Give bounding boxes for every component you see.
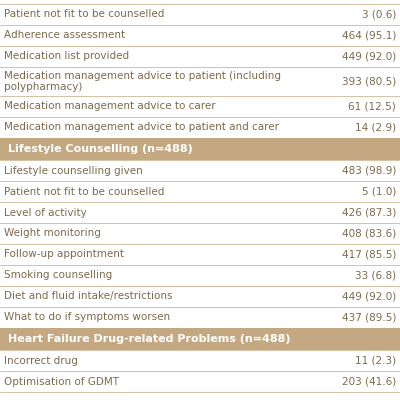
Text: 449 (92.0): 449 (92.0): [342, 52, 396, 62]
Text: 426 (87.3): 426 (87.3): [342, 208, 396, 218]
Text: 11 (2.3): 11 (2.3): [355, 356, 396, 366]
Text: Heart Failure Drug-related Problems (n=488): Heart Failure Drug-related Problems (n=4…: [8, 334, 290, 344]
Text: Weight monitoring: Weight monitoring: [4, 228, 101, 238]
Text: Adherence assessment: Adherence assessment: [4, 30, 125, 40]
Text: 408 (83.6): 408 (83.6): [342, 228, 396, 238]
Text: 449 (92.0): 449 (92.0): [342, 292, 396, 302]
Text: 393 (80.5): 393 (80.5): [342, 76, 396, 86]
Text: Lifestyle counselling given: Lifestyle counselling given: [4, 166, 143, 176]
Text: 33 (6.8): 33 (6.8): [355, 270, 396, 280]
Text: Optimisation of GDMT: Optimisation of GDMT: [4, 376, 119, 386]
Text: Lifestyle Counselling (n=488): Lifestyle Counselling (n=488): [8, 144, 193, 154]
Text: What to do if symptoms worsen: What to do if symptoms worsen: [4, 312, 170, 322]
Text: Patient not fit to be counselled: Patient not fit to be counselled: [4, 10, 164, 20]
Text: Patient not fit to be counselled: Patient not fit to be counselled: [4, 186, 164, 196]
Text: Medication management advice to patient (including
polypharmacy): Medication management advice to patient …: [4, 71, 281, 92]
Text: 464 (95.1): 464 (95.1): [342, 30, 396, 40]
Text: 483 (98.9): 483 (98.9): [342, 166, 396, 176]
Text: 3 (0.6): 3 (0.6): [362, 10, 396, 20]
Text: 5 (1.0): 5 (1.0): [362, 186, 396, 196]
Text: Follow-up appointment: Follow-up appointment: [4, 250, 124, 260]
Text: Medication management advice to patient and carer: Medication management advice to patient …: [4, 122, 279, 132]
FancyBboxPatch shape: [0, 328, 400, 350]
Text: Level of activity: Level of activity: [4, 208, 87, 218]
Text: 417 (85.5): 417 (85.5): [342, 250, 396, 260]
Text: Medication list provided: Medication list provided: [4, 52, 129, 62]
Text: Medication management advice to carer: Medication management advice to carer: [4, 102, 216, 112]
FancyBboxPatch shape: [0, 138, 400, 160]
Text: 14 (2.9): 14 (2.9): [355, 122, 396, 132]
Text: Diet and fluid intake/restrictions: Diet and fluid intake/restrictions: [4, 292, 172, 302]
Text: 203 (41.6): 203 (41.6): [342, 376, 396, 386]
Text: 61 (12.5): 61 (12.5): [348, 102, 396, 112]
Text: Incorrect drug: Incorrect drug: [4, 356, 78, 366]
Text: 437 (89.5): 437 (89.5): [342, 312, 396, 322]
Text: Smoking counselling: Smoking counselling: [4, 270, 112, 280]
